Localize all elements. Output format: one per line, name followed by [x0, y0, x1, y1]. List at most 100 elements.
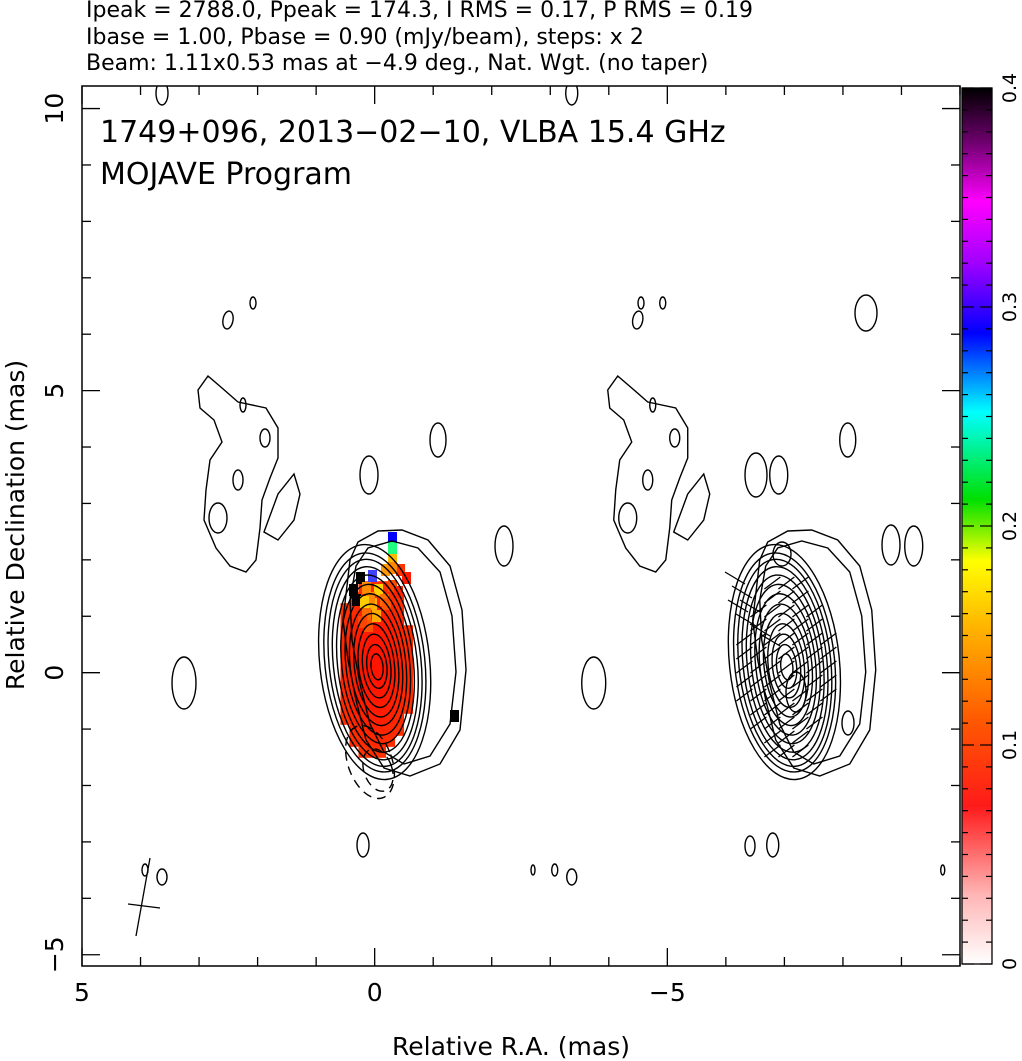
- evpa-vector: [778, 702, 795, 716]
- fracpol-pixel: [367, 680, 378, 692]
- fracpol-pixel: [376, 724, 387, 736]
- evpa-vector: [731, 585, 753, 599]
- fracpol-pixel: [394, 724, 405, 736]
- evpa-vector: [750, 632, 767, 646]
- contour-island: [772, 541, 792, 567]
- evpa-vector: [806, 688, 823, 702]
- evpa-vector: [764, 702, 781, 716]
- fracpol-pixel: [385, 647, 396, 659]
- contour-island: [429, 422, 447, 458]
- contour-diffuse: [197, 374, 279, 573]
- chart-subtitle: MOJAVE Program: [100, 157, 352, 192]
- evpa-vector: [806, 604, 823, 618]
- evpa-vector: [778, 716, 795, 730]
- evpa-vector: [749, 623, 771, 637]
- contour-diffuse: [672, 472, 711, 541]
- contour-island: [565, 86, 579, 106]
- contour-diffuse: [607, 374, 689, 573]
- fracpol-pixel: [358, 702, 369, 714]
- header-line-3: Beam: 1.11x0.53 mas at −4.9 deg., Nat. W…: [86, 51, 709, 76]
- contour-island: [171, 656, 197, 710]
- evpa-vector: [778, 604, 795, 618]
- y-tick-label: −5: [40, 936, 69, 973]
- fracpol-pixel: [374, 584, 383, 596]
- evpa-vector: [792, 702, 809, 716]
- fracpol-pixel: [394, 680, 405, 692]
- contour-island: [618, 502, 638, 534]
- contour-island: [208, 502, 228, 534]
- contour-island: [222, 310, 234, 330]
- contour-core: [317, 543, 432, 781]
- evpa-vector: [792, 730, 809, 744]
- evpa-vector: [764, 632, 781, 646]
- fracpol-pixel: [366, 592, 375, 604]
- evpa-vector: [820, 660, 837, 674]
- evpa-vector: [792, 688, 809, 702]
- fracpol-pixel: [450, 710, 459, 722]
- fracpol-pixel: [362, 608, 371, 620]
- fracpol-pixel: [394, 592, 405, 604]
- fracpol-pixel: [358, 746, 369, 758]
- contour-island: [881, 524, 901, 566]
- fracpol-pixel: [340, 702, 351, 714]
- evpa-vector: [727, 599, 749, 613]
- fracpol-pixel: [364, 620, 373, 632]
- contour-island: [155, 86, 169, 106]
- fracpol-pixel: [349, 625, 360, 637]
- evpa-vector: [820, 632, 837, 646]
- evpa-vector: [778, 688, 795, 702]
- contour-island: [940, 864, 946, 876]
- contour-core: [754, 593, 818, 736]
- contour-core: [353, 612, 400, 718]
- contour-core: [361, 633, 392, 699]
- evpa-vector: [724, 571, 746, 585]
- y-tick-label: 5: [40, 383, 69, 399]
- contour-island: [356, 832, 370, 858]
- evpa-vector: [778, 646, 795, 660]
- fracpol-pixel: [385, 636, 396, 648]
- evpa-vector: [736, 674, 753, 688]
- colorbar-tick-label: 0.1: [999, 730, 1021, 760]
- fracpol-pixel: [394, 647, 405, 659]
- contour-core: [749, 583, 821, 745]
- fracpol-pixel: [394, 658, 405, 670]
- contour-envelope: [349, 540, 457, 765]
- fracpol-pixel: [394, 614, 405, 626]
- contour-core: [357, 623, 396, 709]
- fracpol-pixel: [376, 680, 387, 692]
- evpa-vector: [764, 618, 781, 632]
- fracpol-pixel: [362, 582, 371, 594]
- evpa-vector: [778, 632, 795, 646]
- evpa-vector: [750, 646, 767, 660]
- evpa-vector: [736, 688, 753, 702]
- evpa-vector: [750, 674, 767, 688]
- contour-island: [156, 868, 168, 886]
- fracpol-pixel: [360, 596, 369, 608]
- colorbar-tick-label: 0.3: [999, 292, 1021, 322]
- contour-core: [344, 593, 408, 736]
- fracpol-pixel: [358, 713, 369, 725]
- fracpol-pixel: [349, 584, 358, 596]
- fracpol-pixel: [367, 669, 378, 681]
- evpa-vector: [750, 716, 767, 730]
- evpa-vector: [764, 590, 781, 604]
- fracpol-pixel: [376, 614, 387, 626]
- contour-island: [769, 455, 789, 495]
- contour-negative: [362, 748, 394, 792]
- evpa-vector: [764, 604, 781, 618]
- fracpol-pixel: [349, 680, 360, 692]
- contour-island: [494, 525, 514, 567]
- fracpol-pixel: [403, 658, 414, 670]
- fracpol-pixel: [403, 669, 414, 681]
- x-tick-label: 5: [74, 978, 90, 1007]
- plot-frame: [81, 85, 961, 967]
- fracpol-pixel: [340, 669, 351, 681]
- contour-island: [631, 310, 644, 330]
- contour-island: [637, 296, 645, 310]
- beam-major-axis: [135, 857, 151, 937]
- fracpol-pixel: [358, 658, 369, 670]
- contour-core: [370, 653, 384, 681]
- contour-island: [904, 525, 924, 567]
- evpa-vector: [792, 632, 809, 646]
- fracpol-pixel: [358, 636, 369, 648]
